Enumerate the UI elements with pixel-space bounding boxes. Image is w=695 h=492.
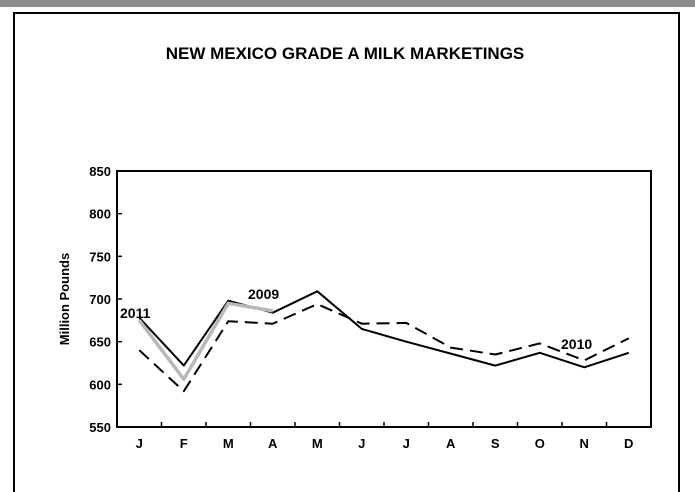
x-tick-label: J bbox=[403, 436, 410, 451]
y-axis-title: Million Pounds bbox=[57, 253, 72, 345]
x-tick-label: N bbox=[580, 436, 589, 451]
chart-title: NEW MEXICO GRADE A MILK MARKETINGS bbox=[166, 44, 525, 63]
y-tick-label: 600 bbox=[89, 377, 111, 392]
x-tick-label: D bbox=[624, 436, 633, 451]
x-tick-label: A bbox=[268, 436, 278, 451]
x-tick-label: A bbox=[446, 436, 456, 451]
series-line-2010 bbox=[138, 303, 630, 393]
x-tick-label: F bbox=[180, 436, 188, 451]
top-border-bar bbox=[0, 0, 695, 7]
x-tick-label: J bbox=[136, 436, 143, 451]
y-tick-label: 800 bbox=[89, 207, 111, 222]
x-tick-label: M bbox=[312, 436, 323, 451]
y-tick-label: 750 bbox=[89, 249, 111, 264]
plot-border bbox=[116, 170, 652, 428]
series-label-2011: 2011 bbox=[120, 305, 151, 321]
chart-frame bbox=[13, 12, 680, 492]
series-label-2010: 2010 bbox=[561, 336, 592, 352]
x-tick-label: J bbox=[358, 436, 365, 451]
series-line-2009 bbox=[138, 290, 630, 369]
plot-area: 550 600 650 700 750 800 850 J F M A M J J A S O N D 2011 200… bbox=[89, 164, 652, 451]
y-tick-label: 550 bbox=[89, 420, 111, 435]
x-tick-label: O bbox=[535, 436, 545, 451]
x-tick-label: S bbox=[491, 436, 500, 451]
series-line-2011 bbox=[137, 301, 274, 381]
y-tick-label: 700 bbox=[89, 292, 111, 307]
x-tick-label: M bbox=[223, 436, 234, 451]
y-tick-label: 650 bbox=[89, 335, 111, 350]
y-tick-label: 850 bbox=[89, 164, 111, 179]
series-label-2009: 2009 bbox=[248, 286, 279, 302]
